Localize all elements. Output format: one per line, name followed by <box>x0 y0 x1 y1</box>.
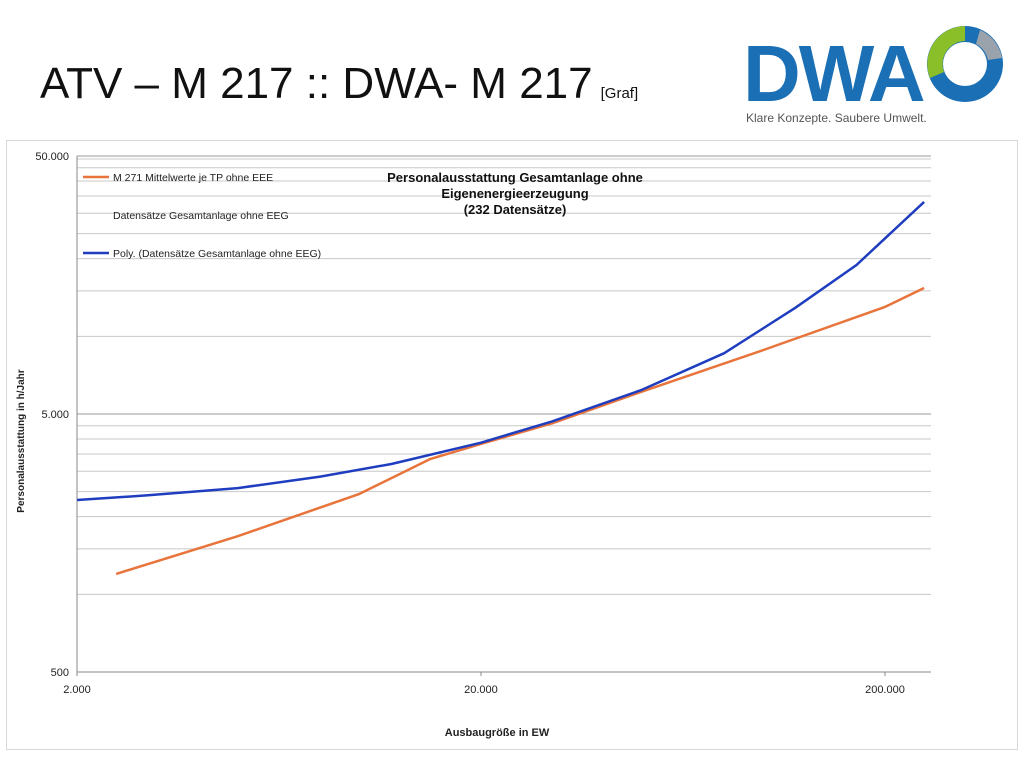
x-axis-label: Ausbaugröße in EW <box>445 727 550 739</box>
y-tick-label: 5.000 <box>41 409 69 421</box>
chart-title-line: Eigenenergieerzeugung <box>441 186 588 201</box>
y-tick-label: 500 <box>51 667 69 679</box>
legend-label-2: Datensätze Gesamtanlage ohne EEG <box>113 210 289 222</box>
logo-ring-icon <box>927 26 1003 102</box>
chart-svg: 500 5.000 50.000 2.000 20.000 200.000 M 271 M… <box>16 151 931 739</box>
chart-title-line: (232 Datensätze) <box>464 202 567 217</box>
logo-tagline: Klare Konzepte. Saubere Umwelt. <box>746 111 927 125</box>
logo-wordmark: DWA <box>743 29 926 118</box>
tick-labels: 500 5.000 50.000 2.000 20.000 200.000 <box>35 151 905 696</box>
series-line-3 <box>76 200 925 502</box>
legend: M 271 Mittelwerte je TP ohne EEE Datensät… <box>83 172 321 260</box>
series-line-1 <box>115 286 925 576</box>
x-tick-label: 20.000 <box>464 684 498 696</box>
series-lines <box>76 200 925 576</box>
chart-title: Personalausstattung Gesamtanlage ohneEig… <box>387 170 643 217</box>
grid-lines <box>77 155 931 673</box>
dwa-logo: DWA Klare Konzepte. Saubere Umwelt. <box>740 18 1010 128</box>
axes <box>76 156 931 673</box>
slide-title-main: ATV – M 217 :: DWA- M 217 <box>40 59 593 108</box>
y-axis-label: Personalausstattung in h/Jahr <box>16 369 27 512</box>
chart-title-line: Personalausstattung Gesamtanlage ohne <box>387 170 643 185</box>
slide-title-suffix: [Graf] <box>600 85 639 102</box>
chart-frame: 500 5.000 50.000 2.000 20.000 200.000 M 271 M… <box>6 140 1018 750</box>
legend-label-1: M 271 Mittelwerte je TP ohne EEE <box>113 172 273 184</box>
x-tick-label: 200.000 <box>865 684 905 696</box>
x-tick-label: 2.000 <box>63 684 91 696</box>
legend-label-3: Poly. (Datensätze Gesamtanlage ohne EEG) <box>113 248 321 260</box>
slide-title: ATV – M 217 :: DWA- M 217[Graf] <box>40 62 638 106</box>
y-tick-label: 50.000 <box>35 151 69 163</box>
